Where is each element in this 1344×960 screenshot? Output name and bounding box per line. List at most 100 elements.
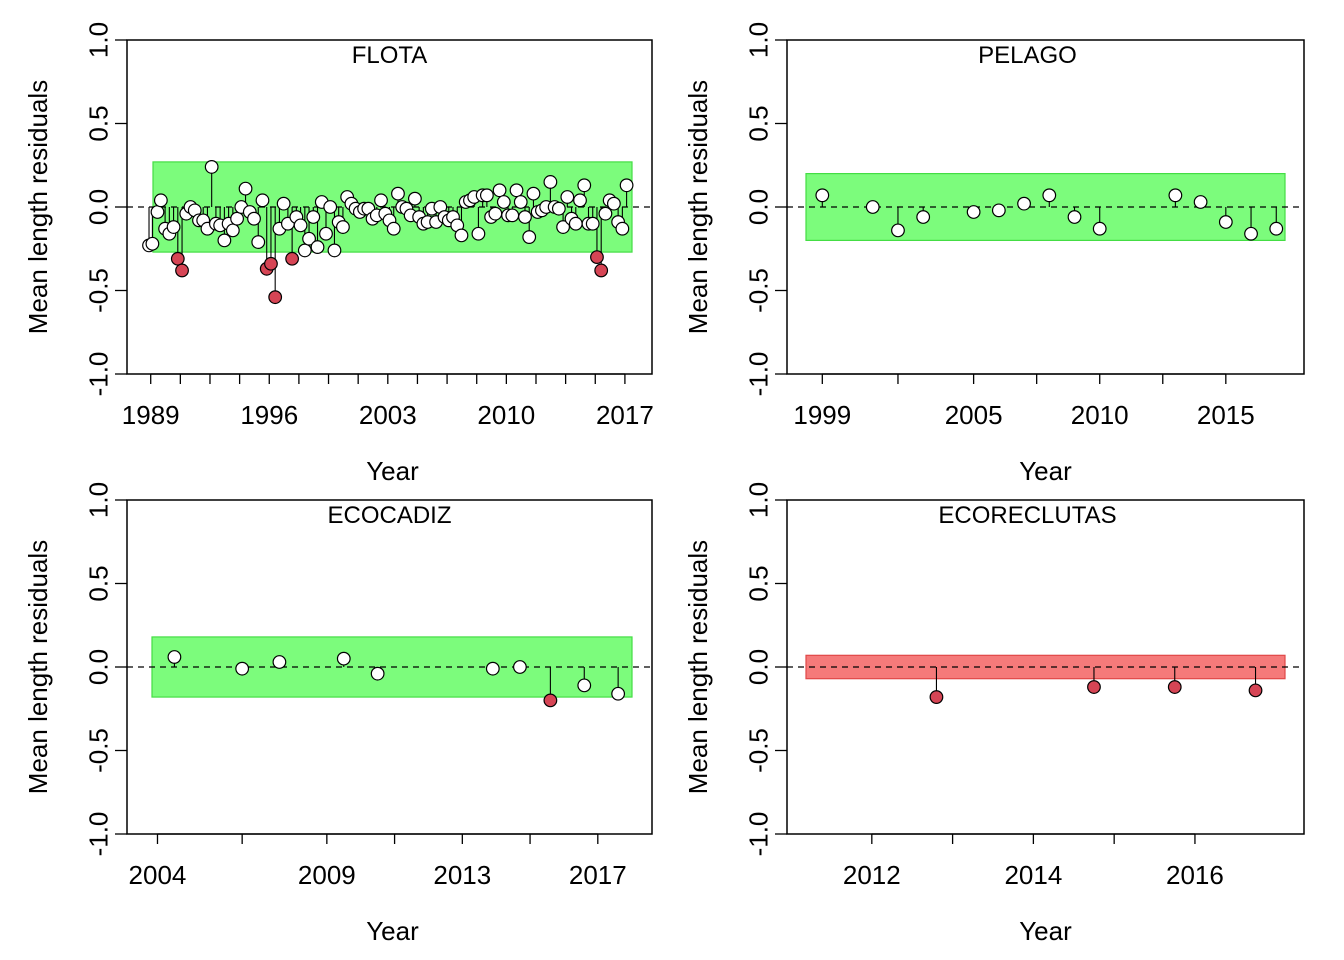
x-tick-label: 2016 (1166, 860, 1224, 890)
residual-point (560, 190, 575, 204)
y-tick-label: 1.0 (744, 22, 774, 58)
residual-point (891, 223, 905, 238)
outlier-point (929, 690, 944, 704)
residual-point (166, 220, 181, 234)
residual-point (454, 228, 469, 243)
residual-point (492, 183, 507, 198)
y-tick-label: 0.0 (84, 189, 114, 225)
residual-point (556, 220, 570, 234)
residual-point (247, 211, 261, 226)
residual-point (1067, 210, 1082, 224)
residual-point (471, 226, 486, 241)
residual-point (306, 210, 321, 224)
residual-point (293, 218, 308, 233)
residual-point (1017, 196, 1031, 211)
y-tick-label: -1.0 (744, 352, 774, 397)
residual-point (302, 231, 316, 246)
residual-point (217, 233, 232, 248)
residual-point (310, 240, 325, 254)
panel-title: ECORECLUTAS (938, 502, 1116, 529)
residual-point (1218, 215, 1233, 229)
y-tick-label: -0.5 (84, 728, 114, 773)
panel-pelago: -1.0 -0.5 0.0 0.5 1.0 Mean length residuals 19… (683, 22, 1305, 486)
panel-title: ECOCADIZ (327, 502, 451, 529)
residual-point (336, 220, 350, 234)
y-tick-label: -1.0 (84, 812, 114, 857)
outlier-point (590, 250, 604, 265)
residual-point (513, 195, 528, 209)
x-tick-label: 1989 (122, 400, 180, 430)
x-tick-label: 2017 (596, 400, 654, 430)
residual-point (150, 205, 165, 219)
residual-point (509, 183, 524, 198)
outlier-point (594, 263, 609, 278)
residual-point (230, 211, 244, 226)
x-axis-label: Year (366, 456, 419, 486)
y-tick-label: -1.0 (744, 812, 774, 857)
residual-point (255, 193, 270, 208)
x-tick-label: 2015 (1197, 400, 1255, 430)
residual-point (522, 230, 537, 244)
residual-point (408, 191, 422, 206)
residual-point (204, 160, 219, 174)
y-tick-label: -0.5 (744, 728, 774, 773)
residual-point (505, 208, 520, 223)
residual-point (568, 216, 583, 231)
outlier-point (175, 263, 189, 278)
residual-point (1092, 221, 1107, 236)
x-tick-label: 2010 (477, 400, 535, 430)
x-tick-label: 2012 (843, 860, 901, 890)
residual-point (370, 666, 385, 681)
residual-point (611, 686, 626, 701)
x-tick-label: 1996 (240, 400, 298, 430)
residual-point (238, 181, 253, 196)
y-tick-label: 1.0 (84, 22, 114, 58)
residual-point (916, 210, 931, 224)
residual-point (577, 678, 592, 693)
y-tick-label: 1.0 (84, 482, 114, 518)
y-tick-label: 0.0 (84, 649, 114, 685)
outlier-point (543, 693, 558, 708)
y-tick-label: 0.5 (84, 565, 114, 601)
residual-point (488, 206, 503, 221)
y-tick-label: -1.0 (84, 352, 114, 397)
residual-point (991, 203, 1006, 218)
outlier-point (1167, 680, 1182, 694)
residual-point (479, 188, 494, 203)
residual-point (513, 660, 527, 674)
panel-ecocadiz: -1.0 -0.5 0.0 0.5 1.0 Mean length residuals 20… (23, 482, 653, 946)
residual-point (619, 178, 634, 193)
y-axis-label: Mean length residuals (23, 80, 53, 334)
y-tick-label: 0.0 (744, 189, 774, 225)
residual-point (374, 193, 388, 208)
residual-point (391, 186, 405, 201)
outlier-point (285, 251, 300, 266)
residual-point (526, 186, 541, 201)
residual-point (225, 223, 240, 238)
residual-point (815, 188, 830, 203)
y-tick-label: -0.5 (84, 268, 114, 313)
outlier-point (1248, 683, 1263, 698)
residual-point (319, 226, 333, 241)
outlier-point (268, 290, 283, 305)
residual-point (1193, 195, 1208, 209)
y-tick-label: 0.0 (744, 649, 774, 685)
residual-point (323, 200, 338, 214)
x-tick-label: 2014 (1004, 860, 1062, 890)
residual-point (1244, 226, 1258, 241)
x-tick-label: 1999 (793, 400, 851, 430)
residual-point (518, 210, 532, 224)
y-tick-label: 0.5 (744, 105, 774, 141)
residual-point (167, 650, 182, 664)
x-tick-label: 2009 (298, 860, 356, 890)
panel-title: PELAGO (978, 42, 1077, 69)
residual-point (145, 236, 160, 251)
x-tick-label: 2010 (1071, 400, 1129, 430)
x-axis-label: Year (1019, 456, 1072, 486)
residual-point (485, 661, 500, 676)
y-tick-label: 0.5 (84, 105, 114, 141)
residual-point (1168, 188, 1183, 203)
panel-ecoreclutas: -1.0 -0.5 0.0 0.5 1.0 Mean length residuals 20… (683, 482, 1305, 946)
x-tick-label: 2004 (129, 860, 187, 890)
